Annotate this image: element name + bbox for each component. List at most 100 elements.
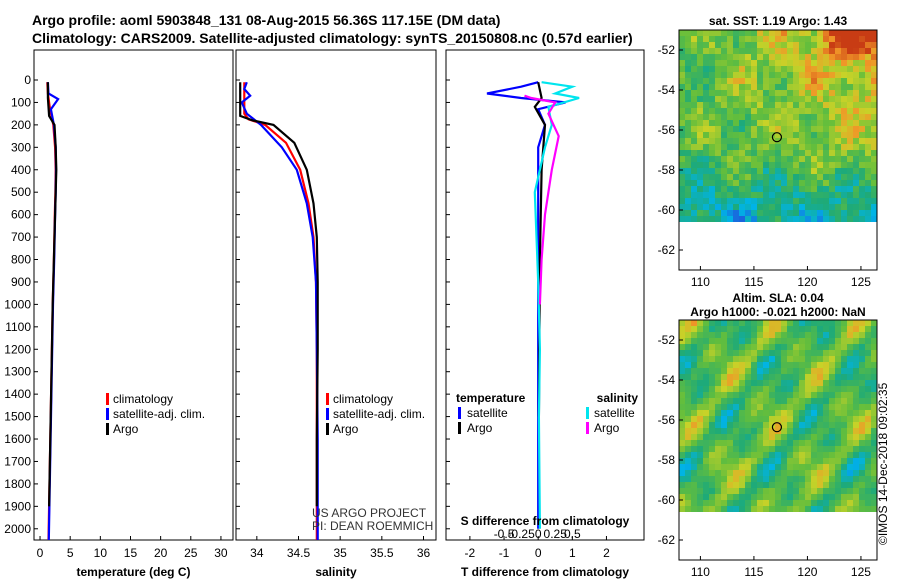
map-pixel xyxy=(685,30,691,36)
map-pixel xyxy=(679,410,685,416)
map-pixel xyxy=(709,36,715,42)
map-pixel xyxy=(841,168,847,174)
map-pixel xyxy=(757,464,763,470)
map-pixel xyxy=(865,452,871,458)
map-pixel xyxy=(769,440,775,446)
map-pixel xyxy=(805,138,811,144)
map-pixel xyxy=(817,506,823,512)
map-pixel xyxy=(805,458,811,464)
map-pixel xyxy=(805,216,811,222)
map-pixel xyxy=(703,132,709,138)
map-pixel xyxy=(781,126,787,132)
map-pixel xyxy=(775,482,781,488)
map-pixel xyxy=(775,204,781,210)
map-pixel xyxy=(715,204,721,210)
map-pixel xyxy=(853,36,859,42)
map-pixel xyxy=(685,162,691,168)
map-pixel xyxy=(853,500,859,506)
map-pixel xyxy=(775,198,781,204)
map-pixel xyxy=(739,162,745,168)
legend-swatch xyxy=(326,393,329,405)
map-pixel xyxy=(871,150,877,156)
map-pixel xyxy=(811,72,817,78)
map-pixel xyxy=(781,72,787,78)
map-pixel xyxy=(823,440,829,446)
map-pixel xyxy=(853,186,859,192)
map-pixel xyxy=(871,72,877,78)
map-pixel xyxy=(709,320,715,326)
map-pixel xyxy=(781,428,787,434)
map-pixel xyxy=(715,138,721,144)
map-pixel xyxy=(715,344,721,350)
map-pixel xyxy=(769,54,775,60)
map-pixel xyxy=(733,416,739,422)
map-pixel xyxy=(865,60,871,66)
map-pixel xyxy=(697,192,703,198)
map-pixel xyxy=(757,422,763,428)
map-pixel xyxy=(757,380,763,386)
map-pixel xyxy=(799,30,805,36)
map-pixel xyxy=(829,404,835,410)
map-pixel xyxy=(763,458,769,464)
map-pixel xyxy=(823,180,829,186)
map-pixel xyxy=(793,192,799,198)
map-pixel xyxy=(847,174,853,180)
map-pixel xyxy=(751,78,757,84)
map-pixel xyxy=(865,338,871,344)
map-pixel xyxy=(751,494,757,500)
map-pixel xyxy=(781,36,787,42)
map-pixel xyxy=(775,174,781,180)
map-pixel xyxy=(745,506,751,512)
map-pixel xyxy=(805,90,811,96)
map-pixel xyxy=(793,368,799,374)
map-pixel xyxy=(769,150,775,156)
map-pixel xyxy=(865,150,871,156)
map-pixel xyxy=(685,452,691,458)
map-pixel xyxy=(859,350,865,356)
map-pixel xyxy=(721,66,727,72)
map-pixel xyxy=(781,500,787,506)
map-pixel xyxy=(811,500,817,506)
map-pixel xyxy=(841,476,847,482)
map-pixel xyxy=(805,362,811,368)
map-pixel xyxy=(679,162,685,168)
map-pixel xyxy=(715,452,721,458)
map-pixel xyxy=(871,96,877,102)
map-pixel xyxy=(679,398,685,404)
map-pixel xyxy=(829,108,835,114)
map-pixel xyxy=(727,410,733,416)
map-pixel xyxy=(763,506,769,512)
map-pixel xyxy=(847,500,853,506)
map-pixel xyxy=(733,506,739,512)
map-pixel xyxy=(805,204,811,210)
map-pixel xyxy=(853,150,859,156)
map-pixel xyxy=(679,72,685,78)
map-pixel xyxy=(775,96,781,102)
map-pixel xyxy=(835,362,841,368)
map-pixel xyxy=(865,144,871,150)
map-pixel xyxy=(829,144,835,150)
map-pixel xyxy=(847,452,853,458)
map-pixel xyxy=(817,440,823,446)
map-pixel xyxy=(679,132,685,138)
map-pixel xyxy=(829,210,835,216)
map-pixel xyxy=(763,398,769,404)
map-pixel xyxy=(799,180,805,186)
map-pixel xyxy=(757,180,763,186)
map-pixel xyxy=(733,162,739,168)
map-pixel xyxy=(847,494,853,500)
map-pixel xyxy=(835,126,841,132)
map-pixel xyxy=(679,156,685,162)
map-pixel xyxy=(733,66,739,72)
map-pixel xyxy=(769,386,775,392)
map-pixel xyxy=(799,326,805,332)
map-pixel xyxy=(769,488,775,494)
map-pixel xyxy=(751,204,757,210)
map-pixel xyxy=(745,84,751,90)
map-pixel xyxy=(685,332,691,338)
map-pixel xyxy=(739,392,745,398)
map-pixel xyxy=(733,440,739,446)
argo-float-marker xyxy=(771,422,783,433)
map-pixel xyxy=(823,174,829,180)
map-pixel xyxy=(679,506,685,512)
